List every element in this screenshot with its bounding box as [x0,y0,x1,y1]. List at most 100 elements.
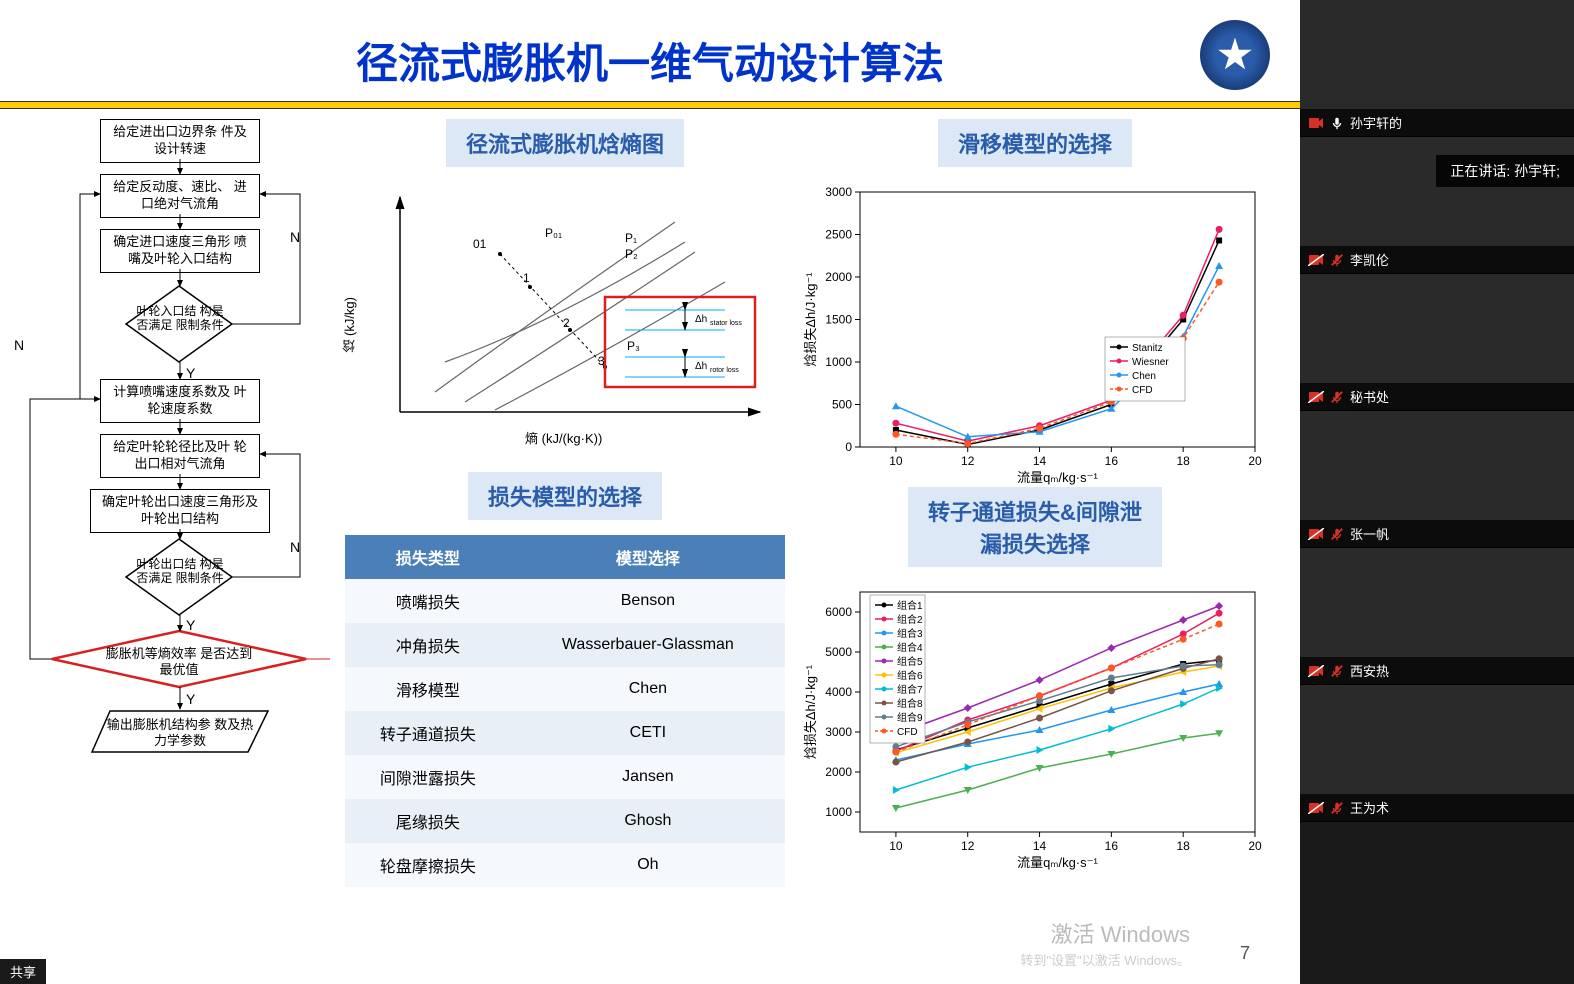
flow-label-n1: N [290,229,300,245]
loss-model-table: 损失类型模型选择 喷嘴损失Benson冲角损失Wasserbauer-Glass… [345,535,785,887]
participant-name: 秘书处 [1350,387,1389,406]
svg-text:16: 16 [1105,454,1119,468]
svg-text:rotor loss: rotor loss [710,367,739,374]
svg-text:14: 14 [1033,839,1047,853]
flow-box-outlet-tri: 确定叶轮出口速度三角形及 叶轮出口结构 [90,489,270,533]
chart2-title: 转子通道损失&间隙泄 漏损失选择 [908,487,1162,567]
svg-text:3000: 3000 [825,725,852,739]
chart1-title: 滑移模型的选择 [938,119,1132,167]
camera-off-icon [1308,528,1324,540]
svg-text:组合4: 组合4 [897,641,923,654]
svg-text:2500: 2500 [825,228,852,242]
hs-xlabel: 熵 (kJ/(kg·K)) [525,428,602,447]
svg-text:焓损失Δh/J·kg⁻¹: 焓损失Δh/J·kg⁻¹ [803,272,818,367]
participants-panel: 孙宇轩的 李凯伦 秘书处 张一帆 西安热 王为术 [1300,0,1574,984]
loss-table-title: 损失模型的选择 [468,472,662,520]
svg-text:Δh: Δh [695,314,707,325]
institution-logo [1200,20,1270,90]
loss-cell: 轮盘摩擦损失 [345,843,511,887]
svg-text:Δh: Δh [695,361,707,372]
rotor-loss-chart: 101214161820100020003000400050006000流量qₘ… [800,582,1270,872]
model-cell: CETI [511,711,785,755]
flow-box-reaction: 给定反动度、速比、 进口绝对气流角 [100,174,260,218]
svg-text:2000: 2000 [825,270,852,284]
participant-tile[interactable]: 秘书处 [1300,274,1574,411]
flow-box-coeff: 计算喷嘴速度系数及 叶轮速度系数 [100,379,260,423]
hs-diagram: 01 1 2 3 P₀₁ P₁ P₂ P₃ Δhstator loss Δhro… [345,182,785,442]
svg-text:10: 10 [889,839,903,853]
svg-text:P₃: P₃ [627,339,640,353]
svg-text:P₂: P₂ [625,247,638,261]
camera-off-icon [1308,391,1324,403]
svg-text:stator loss: stator loss [710,320,742,327]
svg-text:10: 10 [889,454,903,468]
svg-text:组合7: 组合7 [897,683,923,696]
loss-cell: 间隙泄露损失 [345,755,511,799]
title-text: 径流式膨胀机一维气动设计算法 [356,40,944,87]
svg-text:5000: 5000 [825,645,852,659]
loss-cell: 滑移模型 [345,667,511,711]
svg-text:12: 12 [961,839,975,853]
mic-icon [1330,664,1344,678]
page-number: 7 [1240,943,1250,964]
participant-tile[interactable]: 张一帆 [1300,411,1574,548]
camera-off-icon [1308,254,1324,266]
participant-tile[interactable]: 王为术 [1300,685,1574,822]
accent-bar [0,101,1300,109]
participant-name: 孙宇轩的 [1350,113,1402,132]
svg-text:0: 0 [845,440,852,454]
mic-icon [1330,527,1344,541]
flow-diamond-outlet: 叶轮出口结 构是否满足 限制条件 [135,557,225,586]
svg-text:Stanitz: Stanitz [1132,343,1163,354]
svg-text:3: 3 [598,354,605,368]
participant-tile[interactable]: 西安热 [1300,548,1574,685]
flow-box-boundary: 给定进出口边界条 件及设计转速 [100,119,260,163]
speaking-prefix: 正在讲话: [1450,163,1510,179]
svg-text:流量qₘ/kg·s⁻¹: 流量qₘ/kg·s⁻¹ [1017,855,1098,870]
svg-text:焓损失Δh/J·kg⁻¹: 焓损失Δh/J·kg⁻¹ [803,664,818,759]
flow-label-y1: Y [186,365,195,381]
svg-text:1000: 1000 [825,805,852,819]
svg-text:2000: 2000 [825,765,852,779]
flow-para-output: 输出膨胀机结构参 数及热力学参数 [105,717,255,748]
model-cell: Wasserbauer-Glassman [511,623,785,667]
mic-icon [1330,116,1344,130]
speaking-who: 孙宇轩; [1514,163,1560,179]
svg-text:1: 1 [523,271,530,285]
th-loss: 损失类型 [345,535,511,579]
model-cell: Chen [511,667,785,711]
svg-text:18: 18 [1177,839,1191,853]
svg-text:Chen: Chen [1132,371,1156,382]
svg-text:Wiesner: Wiesner [1132,357,1169,368]
svg-text:16: 16 [1105,839,1119,853]
svg-text:14: 14 [1033,454,1047,468]
svg-text:P₀₁: P₀₁ [545,226,562,240]
loss-cell: 喷嘴损失 [345,579,511,623]
flow-diamond-inlet: 叶轮入口结 构是否满足 限制条件 [135,304,225,333]
svg-text:4000: 4000 [825,685,852,699]
flow-label-n-left: N [14,337,24,353]
svg-text:20: 20 [1248,454,1262,468]
participant-tile[interactable]: 孙宇轩的 [1300,0,1574,137]
participant-name: 张一帆 [1350,524,1389,543]
loss-cell: 尾缘损失 [345,799,511,843]
svg-text:组合3: 组合3 [897,627,923,640]
presentation-slide: 径流式膨胀机一维气动设计算法 给定进出口边界条 件及设计转速 给定反动度、速比、… [0,0,1300,984]
slide-title: 径流式膨胀机一维气动设计算法 [0,0,1300,101]
camera-off-icon [1308,802,1324,814]
flow-box-triangle: 确定进口速度三角形 喷嘴及叶轮入口结构 [100,229,260,273]
svg-text:组合8: 组合8 [897,697,923,710]
th-model: 模型选择 [511,535,785,579]
loss-cell: 冲角损失 [345,623,511,667]
svg-text:组合2: 组合2 [897,613,923,626]
hs-diagram-title: 径流式膨胀机焓熵图 [446,119,684,167]
svg-text:1000: 1000 [825,355,852,369]
svg-text:1500: 1500 [825,313,852,327]
mic-icon [1330,390,1344,404]
flow-label-y3: Y [186,691,195,707]
svg-text:12: 12 [961,454,975,468]
svg-text:组合5: 组合5 [897,655,923,668]
speaking-banner: 正在讲话: 孙宇轩; [1436,155,1574,187]
svg-text:CFD: CFD [897,727,918,738]
model-cell: Ghosh [511,799,785,843]
